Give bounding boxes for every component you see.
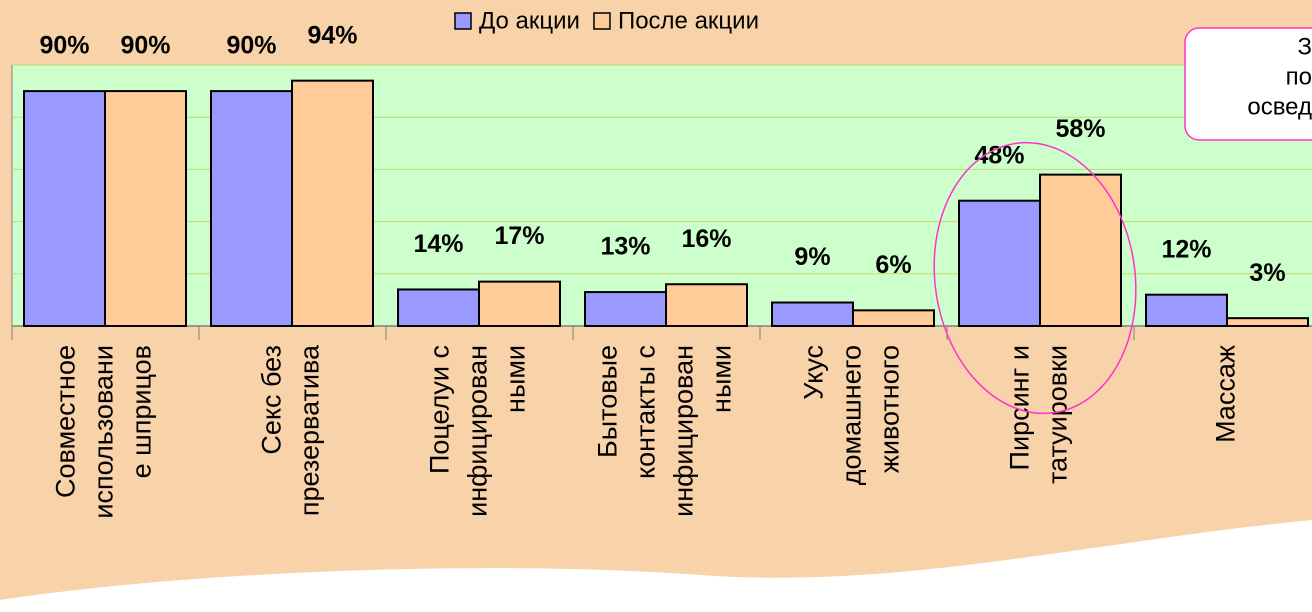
x-tick-label: е шприцов — [127, 345, 157, 478]
x-tick-label: инфицирован — [463, 345, 493, 517]
annotation-line: З — [1298, 33, 1312, 60]
x-tick-label: Пирсинг и — [1005, 345, 1035, 470]
x-tick-label: Бытовые — [593, 345, 623, 458]
highlight-ellipse — [933, 141, 1137, 415]
value-label: 58% — [1055, 115, 1105, 143]
value-label: 90% — [226, 32, 276, 60]
annotation-line: освед — [1247, 93, 1312, 120]
bar — [478, 280, 561, 328]
x-tick-label: инфицирован — [669, 345, 699, 517]
bar — [1039, 173, 1122, 327]
value-label: 17% — [494, 222, 544, 250]
bar — [104, 90, 187, 327]
x-tick-label: домашнего — [837, 345, 867, 485]
bar — [771, 301, 854, 328]
x-tick-label: татуировки — [1043, 345, 1073, 484]
value-label: 16% — [681, 225, 731, 253]
value-label: 48% — [974, 141, 1024, 169]
legend-label: До акции — [479, 7, 580, 34]
x-tick-label: Поцелуи с — [425, 345, 455, 474]
x-tick-label: Совместное — [51, 345, 81, 498]
bottom-wave — [0, 520, 1312, 612]
x-tick-label: контакты с — [631, 345, 661, 479]
bar — [852, 309, 935, 327]
bar — [397, 288, 480, 327]
x-tick-label: животного — [875, 345, 905, 473]
annotation-line: по — [1286, 63, 1312, 90]
value-label: 9% — [794, 243, 830, 271]
bar — [584, 291, 667, 328]
value-label: 6% — [875, 251, 911, 279]
plot: Совместное использовани е шприцов 90% 90% Сек… — [11, 21, 1312, 519]
legend-label: После акции — [618, 7, 759, 34]
value-label: 94% — [307, 21, 357, 49]
bar — [1145, 293, 1228, 327]
legend-swatch — [593, 12, 611, 30]
value-label: 13% — [600, 233, 650, 261]
x-tick-label: Укус — [799, 345, 829, 400]
x-tick-label: ными — [501, 345, 531, 413]
x-tick-label: Секс без — [257, 345, 287, 455]
bar — [958, 199, 1041, 327]
x-tick-label: использовани — [89, 345, 119, 519]
x-tick-label: Массаж — [1211, 345, 1241, 443]
bar — [23, 90, 106, 327]
bar — [665, 283, 748, 327]
x-tick-label: презерватива — [295, 344, 325, 516]
bar — [1226, 317, 1309, 328]
annotation-box — [1184, 27, 1312, 141]
bar — [291, 79, 374, 327]
bar — [210, 90, 293, 327]
annotation: Зпо освед — [1247, 33, 1312, 120]
x-tick-label: ными — [707, 345, 737, 413]
legend: До акции После акции — [454, 7, 759, 34]
value-label: 14% — [413, 230, 463, 258]
value-label: 12% — [1161, 235, 1211, 263]
value-label: 90% — [39, 32, 89, 60]
value-label: 90% — [120, 32, 170, 60]
value-label: 3% — [1249, 259, 1285, 287]
legend-swatch — [454, 12, 472, 30]
